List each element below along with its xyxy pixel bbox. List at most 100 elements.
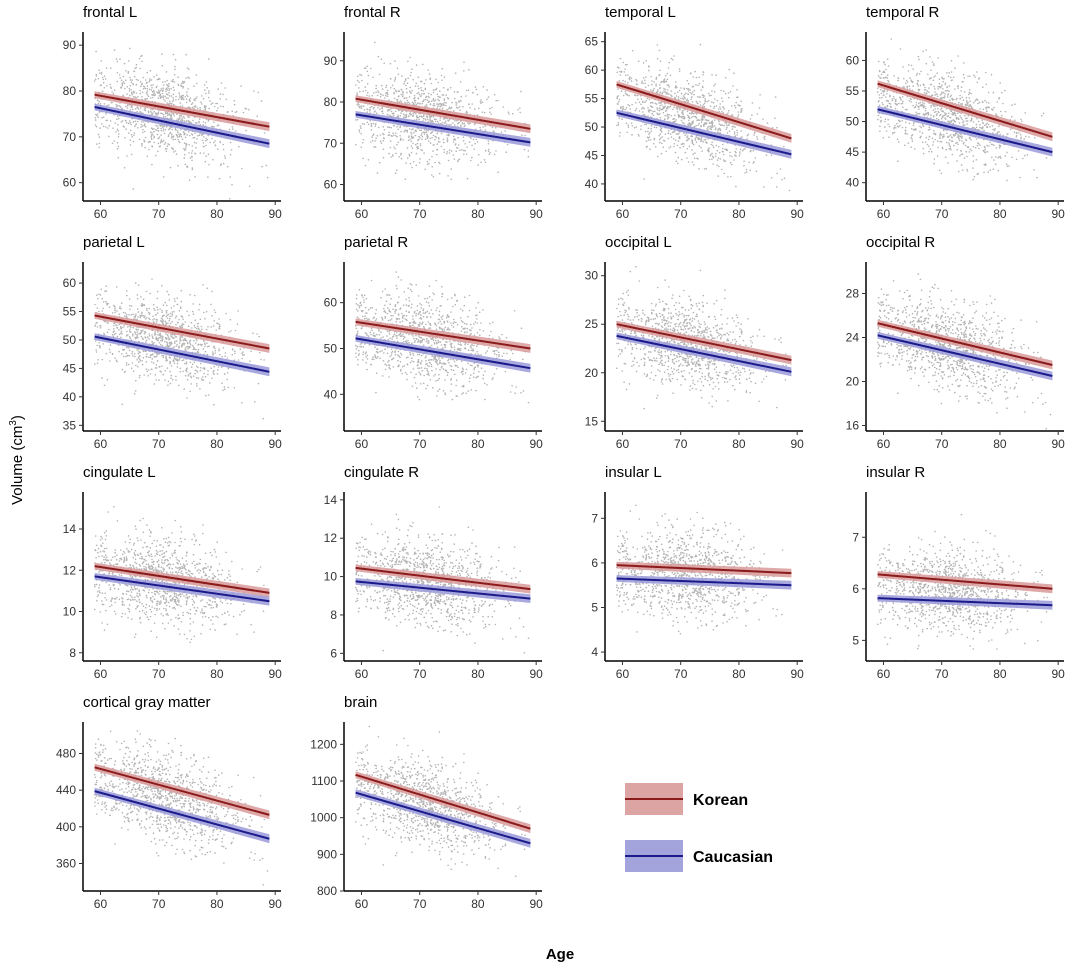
scatter-point	[687, 93, 689, 95]
scatter-point	[231, 126, 234, 128]
scatter-point	[400, 93, 402, 96]
scatter-point	[133, 392, 136, 395]
scatter-point	[161, 124, 163, 127]
scatter-point	[438, 99, 440, 102]
scatter-point	[744, 147, 746, 150]
scatter-point	[695, 117, 698, 119]
scatter-point	[932, 116, 935, 118]
scatter-point	[901, 96, 904, 98]
scatter-point	[953, 144, 955, 147]
scatter-point	[152, 134, 154, 136]
scatter-point	[668, 113, 670, 116]
scatter-point	[179, 367, 182, 370]
scatter-point	[437, 81, 440, 84]
scatter-point	[884, 63, 886, 66]
scatter-point	[465, 89, 468, 92]
scatter-point	[939, 136, 941, 138]
scatter-point	[740, 130, 742, 132]
scatter-point	[924, 88, 927, 91]
scatter-point	[645, 100, 647, 102]
scatter-point	[765, 154, 768, 156]
scatter-point	[698, 96, 701, 98]
scatter-point	[231, 353, 234, 356]
scatter-point	[683, 93, 686, 96]
x-tick-label: 70	[674, 207, 688, 221]
scatter-point	[130, 153, 133, 156]
scatter-point	[624, 63, 627, 66]
scatter-point	[1015, 132, 1018, 135]
scatter-point	[677, 96, 680, 98]
scatter-point	[696, 113, 698, 115]
scatter-point	[168, 113, 170, 116]
scatter-point	[429, 103, 432, 106]
scatter-point	[462, 136, 465, 138]
scatter-point	[175, 336, 178, 338]
scatter-point	[98, 69, 100, 71]
scatter-point	[357, 75, 359, 78]
scatter-point	[186, 378, 189, 381]
scatter-point	[185, 94, 188, 96]
scatter-point	[930, 104, 932, 107]
scatter-point	[735, 101, 737, 104]
scatter-point	[690, 93, 693, 95]
scatter-point	[163, 143, 166, 145]
scatter-point	[148, 140, 151, 143]
scatter-point	[627, 124, 629, 126]
scatter-point	[162, 115, 165, 118]
scatter-point	[745, 171, 748, 173]
scatter-point	[407, 115, 410, 118]
scatter-point	[714, 155, 717, 158]
scatter-point	[157, 130, 160, 132]
scatter-point	[195, 98, 197, 100]
scatter-point	[373, 146, 375, 148]
scatter-point	[218, 323, 221, 326]
scatter-point	[918, 102, 920, 105]
scatter-point	[664, 133, 667, 135]
scatter-point	[401, 110, 404, 112]
scatter-point	[711, 158, 713, 160]
scatter-point	[967, 104, 969, 106]
scatter-point	[188, 152, 190, 154]
scatter-point	[410, 145, 413, 147]
scatter-point	[705, 123, 707, 126]
scatter-point	[897, 77, 899, 79]
scatter-point	[937, 57, 939, 59]
scatter-point	[234, 350, 236, 353]
scatter-point	[678, 68, 681, 70]
scatter-point	[729, 151, 731, 154]
scatter-point	[376, 94, 379, 97]
scatter-point	[711, 74, 713, 76]
scatter-point	[463, 125, 466, 128]
scatter-point	[647, 107, 649, 109]
scatter-point	[263, 359, 265, 361]
scatter-point	[143, 124, 146, 127]
scatter-point	[896, 138, 899, 140]
scatter-point	[116, 147, 119, 150]
scatter-point	[224, 155, 226, 157]
scatter-point	[457, 122, 459, 125]
scatter-point	[94, 119, 97, 121]
scatter-point	[201, 134, 203, 137]
scatter-point	[181, 105, 184, 107]
scatter-point	[157, 97, 160, 99]
scatter-point	[900, 99, 902, 101]
scatter-point	[932, 144, 934, 146]
scatter-point	[753, 132, 756, 134]
scatter-point	[228, 198, 231, 200]
scatter-point	[402, 90, 404, 93]
scatter-point	[178, 133, 180, 136]
scatter-point	[201, 328, 203, 331]
scatter-point	[440, 132, 443, 135]
scatter-point	[672, 108, 674, 111]
scatter-point	[961, 153, 964, 155]
scatter-point	[167, 313, 170, 316]
scatter-point	[940, 172, 943, 174]
scatter-point	[701, 116, 703, 119]
scatter-point	[412, 102, 415, 105]
scatter-point	[652, 114, 655, 117]
scatter-point	[399, 126, 401, 129]
scatter-point	[998, 125, 1000, 128]
scatter-point	[922, 50, 924, 53]
scatter-point	[260, 358, 262, 361]
scatter-point	[937, 108, 939, 110]
